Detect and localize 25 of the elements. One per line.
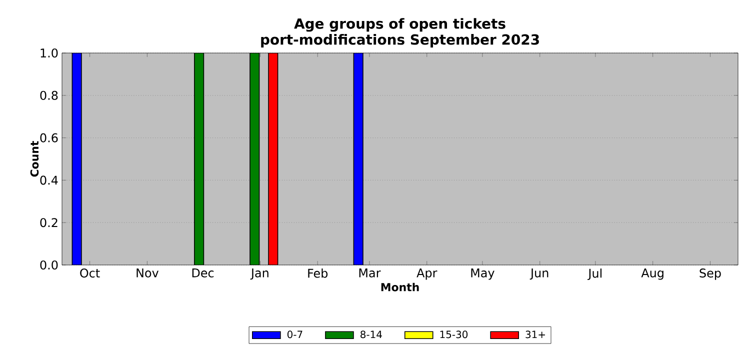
x-tick-label: Apr <box>416 268 438 280</box>
x-tick-label: Aug <box>641 268 664 280</box>
x-tick-label: Oct <box>80 268 100 278</box>
x-tick-label: Dec <box>192 268 214 278</box>
legend-label: 15-30 <box>440 330 468 338</box>
legend-label: 8-14 <box>360 330 382 338</box>
x-tick-label: Feb <box>308 268 328 278</box>
y-tick-label: 0.2 <box>40 218 58 228</box>
x-tick-label: Jul <box>588 268 602 280</box>
y-tick-label: 0.8 <box>40 90 58 100</box>
x-axis-title: Month <box>381 282 419 292</box>
x-tick-label: Mar <box>359 268 381 278</box>
x-tick-label: Jan <box>250 268 268 280</box>
x-tick-label: Sep <box>700 268 721 280</box>
x-tick-label: May <box>471 268 494 280</box>
y-axis-title: Count <box>30 141 39 177</box>
y-tick-label: 1.0 <box>40 48 58 58</box>
chart-title: Age groups of open tickets port-modifications September 2023 <box>261 18 539 48</box>
legend-label: 0-7 <box>287 330 302 338</box>
x-tick-label: Jun <box>530 268 548 280</box>
y-tick-label: 0.4 <box>40 176 58 185</box>
y-tick-label: 0.0 <box>40 260 58 270</box>
legend-label: 31+ <box>526 330 545 338</box>
x-tick-label: Nov <box>136 268 159 278</box>
y-tick-label: 0.6 <box>40 133 58 142</box>
